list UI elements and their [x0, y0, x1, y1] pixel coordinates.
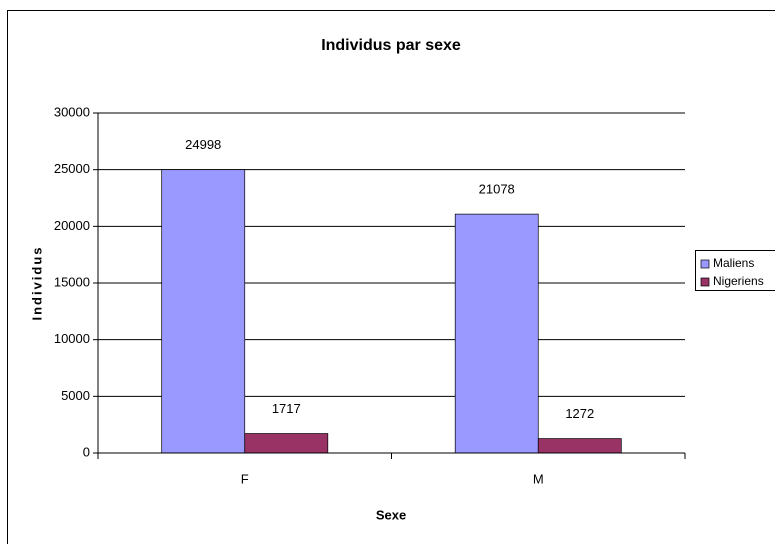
y-tick-label: 10000 [54, 331, 90, 346]
bar [454, 213, 539, 454]
legend-swatch [700, 259, 710, 269]
bar [161, 169, 246, 454]
bar [537, 438, 622, 454]
legend-label: Nigeriens [713, 274, 764, 288]
y-axis-label: Individus [29, 245, 44, 320]
x-tick-label: F [241, 471, 249, 486]
x-axis-label: Sexe [376, 507, 406, 522]
legend-label: Maliens [713, 256, 754, 270]
x-tick-label: M [533, 471, 544, 486]
legend-swatch [700, 277, 710, 287]
chart-title: Individus par sexe [321, 37, 461, 54]
data-label: 21078 [479, 182, 515, 197]
data-label: 1272 [565, 406, 594, 421]
y-tick-label: 30000 [54, 104, 90, 119]
y-tick-label: 5000 [61, 388, 90, 403]
y-tick-label: 15000 [54, 274, 90, 289]
y-tick-label: 25000 [54, 161, 90, 176]
y-tick-label: 20000 [54, 218, 90, 233]
chart-border [7, 10, 775, 544]
y-tick-label: 0 [83, 444, 90, 459]
bar [244, 433, 329, 454]
data-label: 24998 [185, 137, 221, 152]
data-label: 1717 [272, 401, 301, 416]
